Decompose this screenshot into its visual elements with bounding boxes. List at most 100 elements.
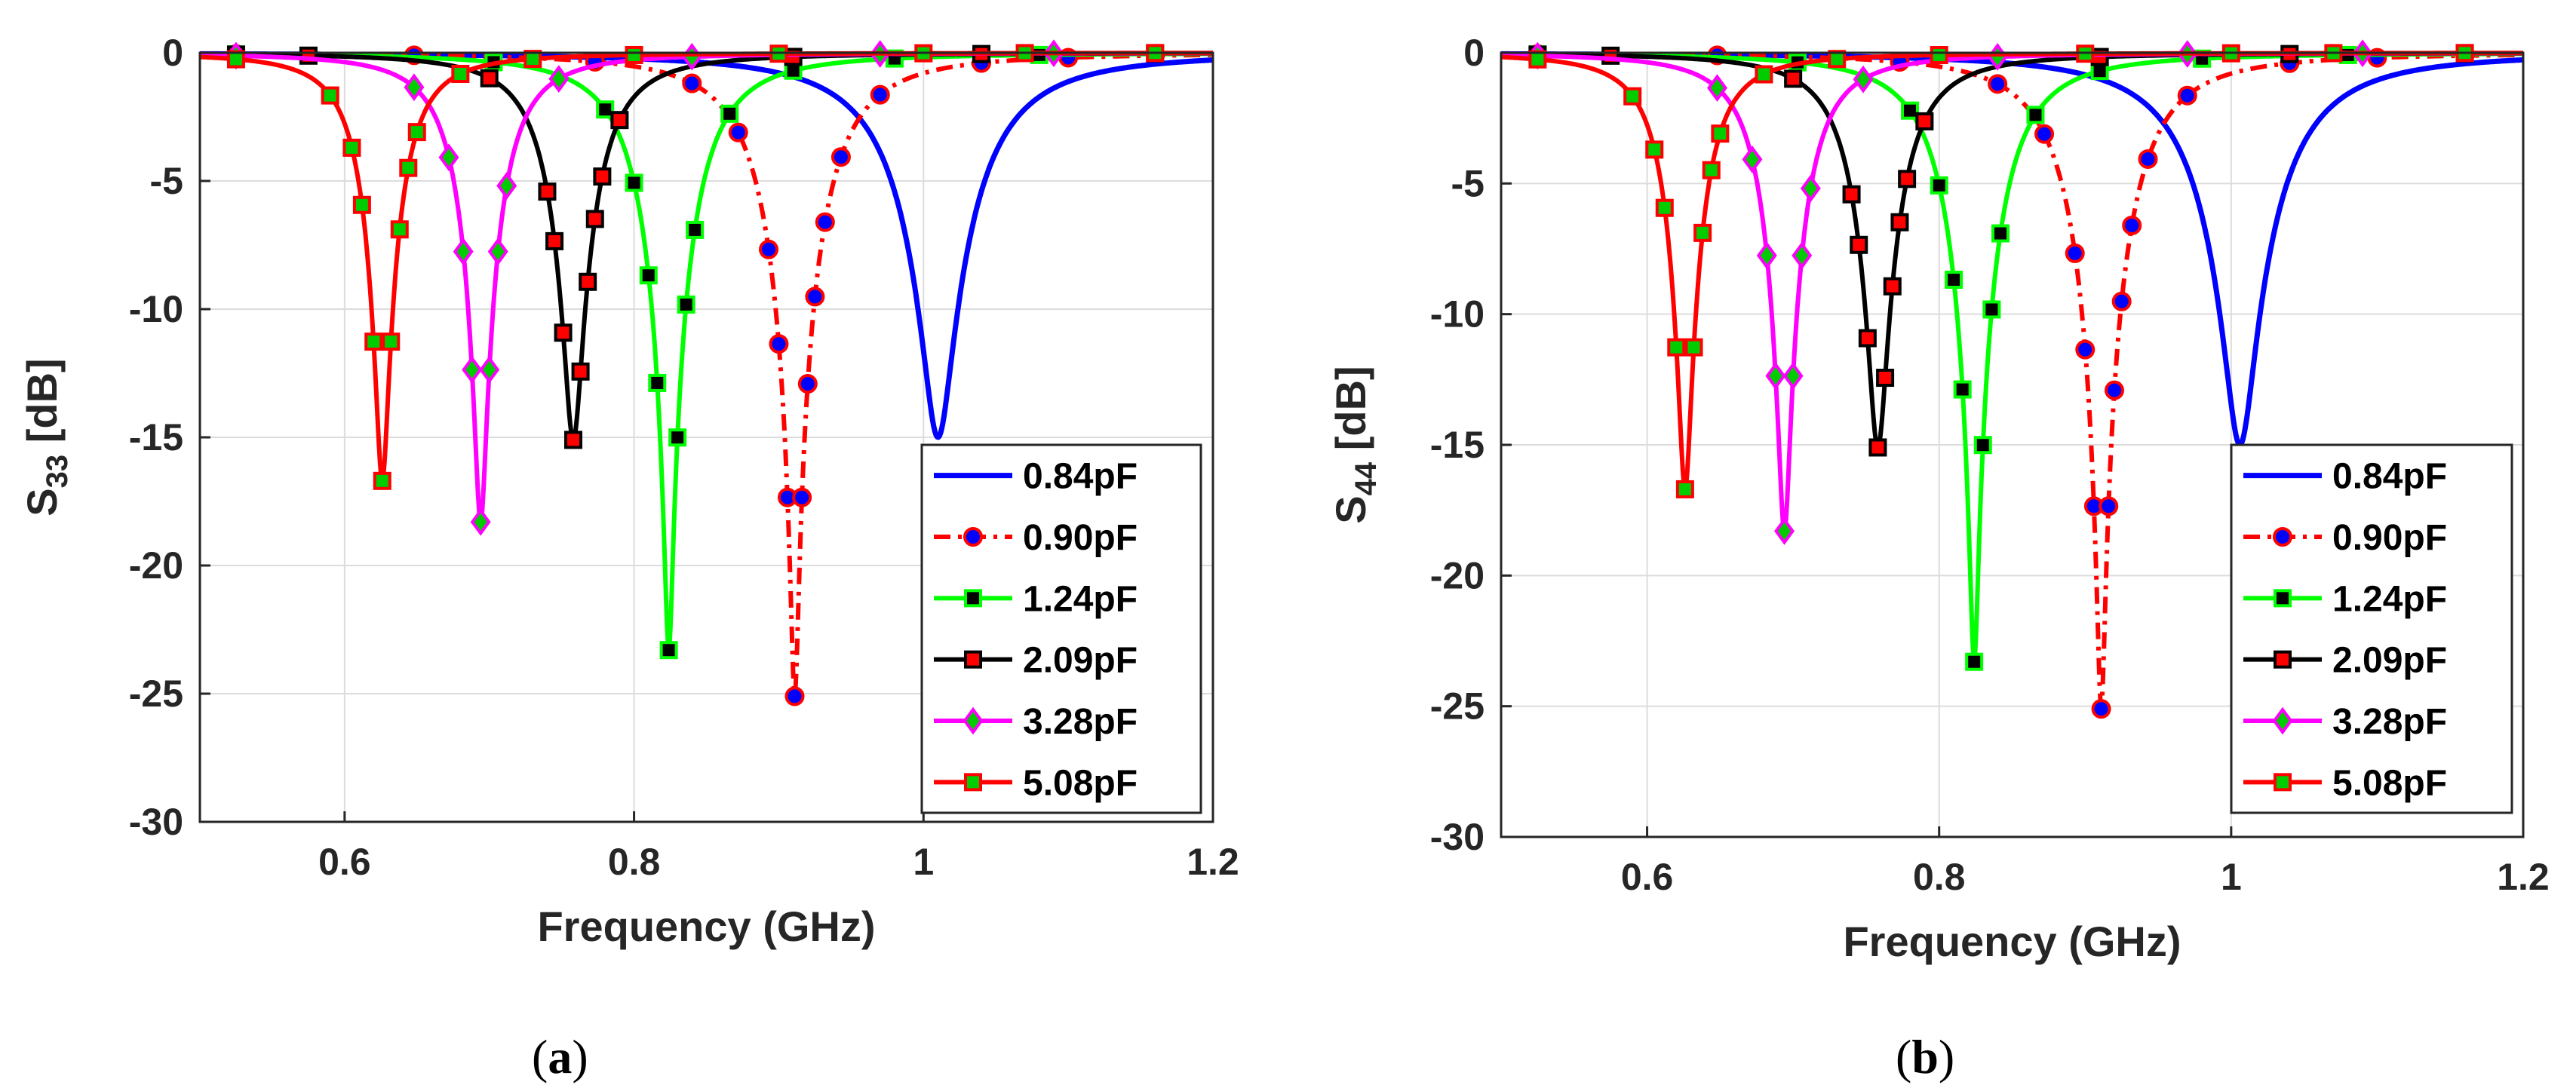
marker-1.24pF <box>1930 176 1948 195</box>
y-axis-title-unit: [dB] <box>18 358 66 455</box>
marker-5.08pF <box>1828 50 1847 69</box>
y-tick-label: -25 <box>129 673 183 715</box>
y-tick-label: -20 <box>129 544 183 587</box>
marker-0.90pF <box>1988 74 2008 94</box>
marker-2.09pF <box>579 272 597 291</box>
marker-5.08pF <box>364 333 383 351</box>
marker-1.24pF <box>1953 380 1972 399</box>
legend-marker-2.09pF <box>2274 650 2292 669</box>
marker-5.08pF <box>1930 46 1948 65</box>
marker-5.08pF <box>1528 50 1547 69</box>
marker-0.90pF <box>805 287 825 307</box>
marker-5.08pF <box>1623 87 1642 106</box>
marker-3.28pF <box>1782 362 1804 390</box>
marker-2.09pF <box>571 362 590 381</box>
marker-2.09pF <box>1858 329 1877 348</box>
marker-3.28pF <box>453 238 474 266</box>
marker-3.28pF <box>462 355 483 384</box>
marker-5.08pF <box>1755 65 1773 84</box>
marker-5.08pF <box>1675 480 1694 498</box>
marker-0.90pF <box>831 147 851 167</box>
marker-2.09pF <box>1883 277 1902 296</box>
legend-label-0.90pF: 0.90pF <box>2332 518 2447 558</box>
marker-2.09pF <box>1868 438 1887 457</box>
legend-marker-0.90pF <box>963 527 983 547</box>
legend-label-1.24pF: 1.24pF <box>1023 579 1138 619</box>
marker-0.90pF <box>2177 85 2197 106</box>
legend-label-3.28pF: 3.28pF <box>2332 702 2447 742</box>
marker-3.28pF <box>548 65 570 93</box>
marker-1.24pF <box>648 373 667 392</box>
legend-label-5.08pF: 5.08pF <box>2332 763 2447 803</box>
marker-5.08pF <box>342 138 361 157</box>
marker-5.08pF <box>399 158 418 177</box>
legend-marker-2.09pF <box>964 650 982 669</box>
marker-3.28pF <box>496 171 517 200</box>
marker-3.28pF <box>1707 74 1727 103</box>
marker-5.08pF <box>382 333 401 351</box>
marker-3.28pF <box>487 238 508 266</box>
marker-0.90pF <box>792 487 812 507</box>
marker-1.24pF <box>639 266 658 285</box>
legend-marker-0.90pF <box>2273 527 2292 547</box>
marker-1.24pF <box>596 100 615 119</box>
marker-1.24pF <box>1901 101 1919 120</box>
y-tick-label: 0 <box>162 32 183 74</box>
y-axis-title-unit: [dB] <box>1327 366 1374 462</box>
y-tick-label: -10 <box>129 288 183 330</box>
y-axis-title: S33 [dB] <box>18 358 74 516</box>
legend-label-0.90pF: 0.90pF <box>1023 518 1138 558</box>
legend-box <box>2230 443 2513 814</box>
marker-1.24pF <box>2026 106 2045 124</box>
y-axis-title-sub: 33 <box>41 455 74 489</box>
x-axis-title: Frequency (GHz) <box>537 903 875 950</box>
x-tick-label: 1 <box>2221 856 2242 898</box>
y-tick-label: 0 <box>1463 32 1485 74</box>
x-tick-label: 1 <box>913 841 934 883</box>
legend-box <box>920 443 1202 814</box>
chart-panel-b: 0.6 0.8 1 1.2 0 -5 -10 -15 -20 -25 -30 Frequency (G… <box>1327 32 2550 965</box>
marker-3.28pF <box>1800 174 1821 203</box>
x-axis-title: Frequency (GHz) <box>1843 918 2181 965</box>
marker-3.28pF <box>1742 146 1763 173</box>
chart-panel-a: 0.6 0.8 1 1.2 0 -5 -10 -15 -20 -25 -30 Frequency (G… <box>18 32 1239 950</box>
marker-3.28pF <box>1765 362 1786 390</box>
marker-1.24pF <box>686 220 705 239</box>
marker-3.28pF <box>1774 517 1795 545</box>
marker-2.09pF <box>563 431 582 449</box>
marker-5.08pF <box>625 45 643 64</box>
marker-1.24pF <box>625 173 643 192</box>
marker-2.09pF <box>1876 369 1895 388</box>
marker-2.09pF <box>1842 185 1861 204</box>
y-axis-title: S44 [dB] <box>1327 366 1383 523</box>
marker-2.09pF <box>593 167 612 186</box>
marker-0.90pF <box>815 212 835 232</box>
marker-1.24pF <box>1982 300 2001 319</box>
marker-0.90pF <box>2065 243 2085 263</box>
marker-2.09pF <box>554 323 573 342</box>
marker-3.28pF <box>1756 241 1777 270</box>
marker-1.24pF <box>1991 224 2010 243</box>
y-tick-label: -5 <box>1451 162 1485 204</box>
marker-2.09pF <box>1850 235 1868 254</box>
marker-2.09pF <box>610 111 629 130</box>
marker-0.90pF <box>758 239 778 259</box>
marker-0.90pF <box>797 374 818 394</box>
marker-5.08pF <box>373 471 391 490</box>
marker-5.08pF <box>352 195 371 214</box>
marker-0.90pF <box>728 122 748 143</box>
marker-1.24pF <box>1965 652 1984 671</box>
x-tick-label: 0.6 <box>1621 856 1674 898</box>
marker-0.90pF <box>2111 291 2132 311</box>
y-tick-label: -10 <box>1430 293 1485 336</box>
x-tick-label: 1.2 <box>2497 856 2550 898</box>
marker-5.08pF <box>226 50 245 69</box>
legend-label-2.09pF: 2.09pF <box>2332 641 2447 681</box>
marker-5.08pF <box>1693 223 1712 242</box>
marker-0.90pF <box>870 84 890 105</box>
x-tick-label: 0.8 <box>1913 856 1966 898</box>
marker-1.24pF <box>720 104 739 123</box>
marker-2.09pF <box>1784 69 1803 88</box>
marker-5.08pF <box>321 86 339 105</box>
y-tick-label: -30 <box>129 801 183 843</box>
